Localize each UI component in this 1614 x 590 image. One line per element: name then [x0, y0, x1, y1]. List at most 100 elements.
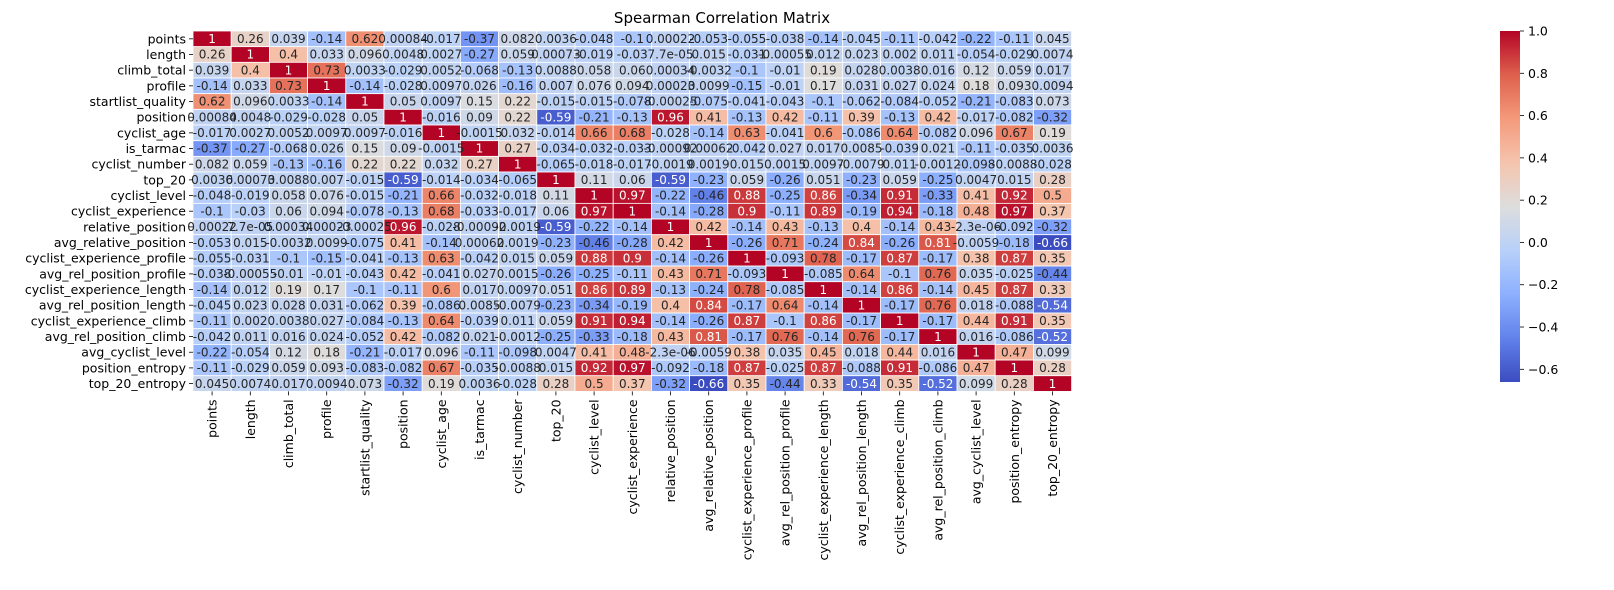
heatmap-cell-label: -0.21 — [349, 345, 380, 359]
heatmap-cell-label: 0.92 — [1001, 189, 1028, 203]
heatmap-cell-label: 0.026 — [310, 142, 344, 156]
colorbar-tick-label: −0.2 — [1528, 277, 1558, 292]
heatmap-cell-label: 0.87 — [734, 361, 761, 375]
heatmap-cell-label: 0.89 — [619, 283, 646, 297]
heatmap-cell-label: -0.14 — [808, 330, 839, 344]
heatmap-cell-label: -0.26 — [731, 236, 762, 250]
heatmap-cell-label: -0.22 — [655, 189, 686, 203]
heatmap-cell-label: 0.0033 — [268, 95, 310, 109]
heatmap-cell-label: 0.78 — [734, 283, 761, 297]
heatmap-cell-label: 0.007 — [539, 79, 573, 93]
heatmap-cell-label: -0.1 — [353, 283, 376, 297]
colorbar-tick-label: 0.6 — [1528, 108, 1548, 123]
heatmap-cell-label: -0.15 — [731, 79, 762, 93]
heatmap-cell-label: -0.054 — [231, 345, 270, 359]
heatmap-cell-label: -0.033 — [460, 204, 499, 218]
heatmap-cell-label: -0.082 — [384, 361, 423, 375]
heatmap-cell-label: -0.015 — [537, 95, 576, 109]
heatmap-cell-label: 0.059 — [271, 361, 305, 375]
heatmap-cell-label: -0.038 — [766, 32, 805, 46]
heatmap-cell-label: 0.015 — [997, 173, 1031, 187]
heatmap-cell-label: 0.0074 — [229, 377, 271, 391]
heatmap-cell-label: -0.085 — [804, 267, 843, 281]
heatmap-cell-label: 0.051 — [806, 173, 840, 187]
heatmap-cell-label: -0.092 — [651, 361, 690, 375]
x-tick-label: position_entropy — [1007, 399, 1022, 504]
heatmap-cell-label: 0.051 — [539, 283, 573, 297]
heatmap-cell-label: 1 — [514, 157, 522, 171]
heatmap-cell-label: -0.32 — [1037, 220, 1068, 234]
heatmap-cell-label: 0.016 — [921, 345, 955, 359]
heatmap-cell-label: -0.28 — [617, 236, 648, 250]
heatmap-cell-label: 0.81 — [695, 330, 722, 344]
heatmap-cell-label: 0.016 — [921, 63, 955, 77]
heatmap-cell-label: 0.028 — [271, 298, 305, 312]
heatmap-cell-label: -0.055 — [193, 251, 232, 265]
heatmap-cell-label: 0.97 — [581, 204, 608, 218]
heatmap-cell-label: -0.0079 — [838, 157, 884, 171]
heatmap-cell-label: 0.058 — [577, 63, 611, 77]
colorbar-gradient — [1500, 31, 1520, 382]
heatmap-cell-label: -0.045 — [193, 298, 232, 312]
heatmap-cell-label: 0.093 — [997, 79, 1031, 93]
heatmap-cell-label: 1 — [552, 173, 560, 187]
heatmap-cell-label: -0.13 — [617, 110, 648, 124]
heatmap-cell-label: 0.97 — [1001, 204, 1028, 218]
heatmap-cell-label: 0.0036 — [535, 32, 577, 46]
heatmap-cell-label: 0.031 — [844, 79, 878, 93]
colorbar-tick-label: −0.4 — [1528, 320, 1558, 335]
heatmap-cell-label: 1 — [972, 345, 980, 359]
heatmap-cell-label: -0.01 — [770, 63, 801, 77]
heatmap-cell-label: 0.002 — [233, 314, 267, 328]
heatmap-cell-label: -0.041 — [728, 95, 767, 109]
heatmap-cell-label: 0.05 — [390, 95, 417, 109]
heatmap-cell-label: -0.052 — [346, 330, 385, 344]
heatmap-cell-label: 0.73 — [313, 63, 340, 77]
heatmap-cell-label: 0.64 — [772, 298, 799, 312]
heatmap-cell-label: -0.028 — [384, 79, 423, 93]
heatmap-cell-label: -0.14 — [311, 95, 342, 109]
x-tick-label: cyclist_experience_climb — [892, 399, 907, 554]
heatmap-cell-label: -0.18 — [999, 236, 1030, 250]
x-tick-label: avg_rel_position_length — [854, 399, 869, 546]
heatmap-cell-label: -0.029 — [231, 361, 270, 375]
heatmap-cell-label: 0.027 — [883, 79, 917, 93]
x-tick-label: cyclist_experience_length — [816, 399, 831, 560]
heatmap-cell-label: 0.67 — [1001, 126, 1028, 140]
heatmap-cell-label: -0.088 — [842, 361, 881, 375]
heatmap-cell-label: -0.11 — [808, 110, 839, 124]
heatmap-cell-label: -0.045 — [842, 32, 881, 46]
heatmap-cell-label: 0.38 — [963, 251, 990, 265]
heatmap-cell-label: 1 — [476, 142, 484, 156]
heatmap-cell-label: 0.39 — [848, 110, 875, 124]
heatmap-cell-label: -0.59 — [540, 110, 571, 124]
heatmap-cell-label: -0.00055 — [758, 48, 812, 62]
heatmap-cell-label: -0.043 — [766, 95, 805, 109]
heatmap-cell-label: -0.01 — [273, 267, 304, 281]
heatmap-cell-label: -0.25 — [540, 330, 571, 344]
heatmap-cell-label: -0.0059 — [953, 236, 999, 250]
heatmap-cell-label: 0.093 — [310, 361, 344, 375]
heatmap-cell-label: 0.024 — [921, 79, 955, 93]
heatmap-cell-label: -0.086 — [919, 361, 958, 375]
heatmap-cell-label: 0.0048 — [382, 48, 424, 62]
heatmap-cell-label: -0.065 — [537, 157, 576, 171]
heatmap-cell-label: 0.42 — [695, 220, 722, 234]
heatmap-cell-label: 0.026 — [462, 79, 496, 93]
heatmap-cell-label: 0.89 — [810, 204, 837, 218]
heatmap-cell-label: 0.97 — [619, 361, 646, 375]
heatmap-cell-label: 0.87 — [810, 361, 837, 375]
heatmap-cell-label: -0.017 — [384, 345, 423, 359]
heatmap-cell-label: -0.14 — [197, 283, 228, 297]
heatmap-cell-label: 0.41 — [390, 236, 417, 250]
heatmap-cell-label: -0.46 — [693, 189, 724, 203]
heatmap-cell-label: 0.0036 — [1032, 142, 1074, 156]
heatmap-cell-label: 0.12 — [963, 63, 990, 77]
heatmap-cell-label: -0.041 — [346, 251, 385, 265]
heatmap-cell-label: -0.098 — [957, 157, 996, 171]
heatmap-cell-label: -0.035 — [460, 361, 499, 375]
y-tick-label: profile — [147, 78, 187, 93]
heatmap-cell-label: 0.84 — [695, 298, 722, 312]
heatmap-cell-label: -0.0015 — [418, 142, 464, 156]
heatmap-cell-label: 0.06 — [275, 204, 302, 218]
